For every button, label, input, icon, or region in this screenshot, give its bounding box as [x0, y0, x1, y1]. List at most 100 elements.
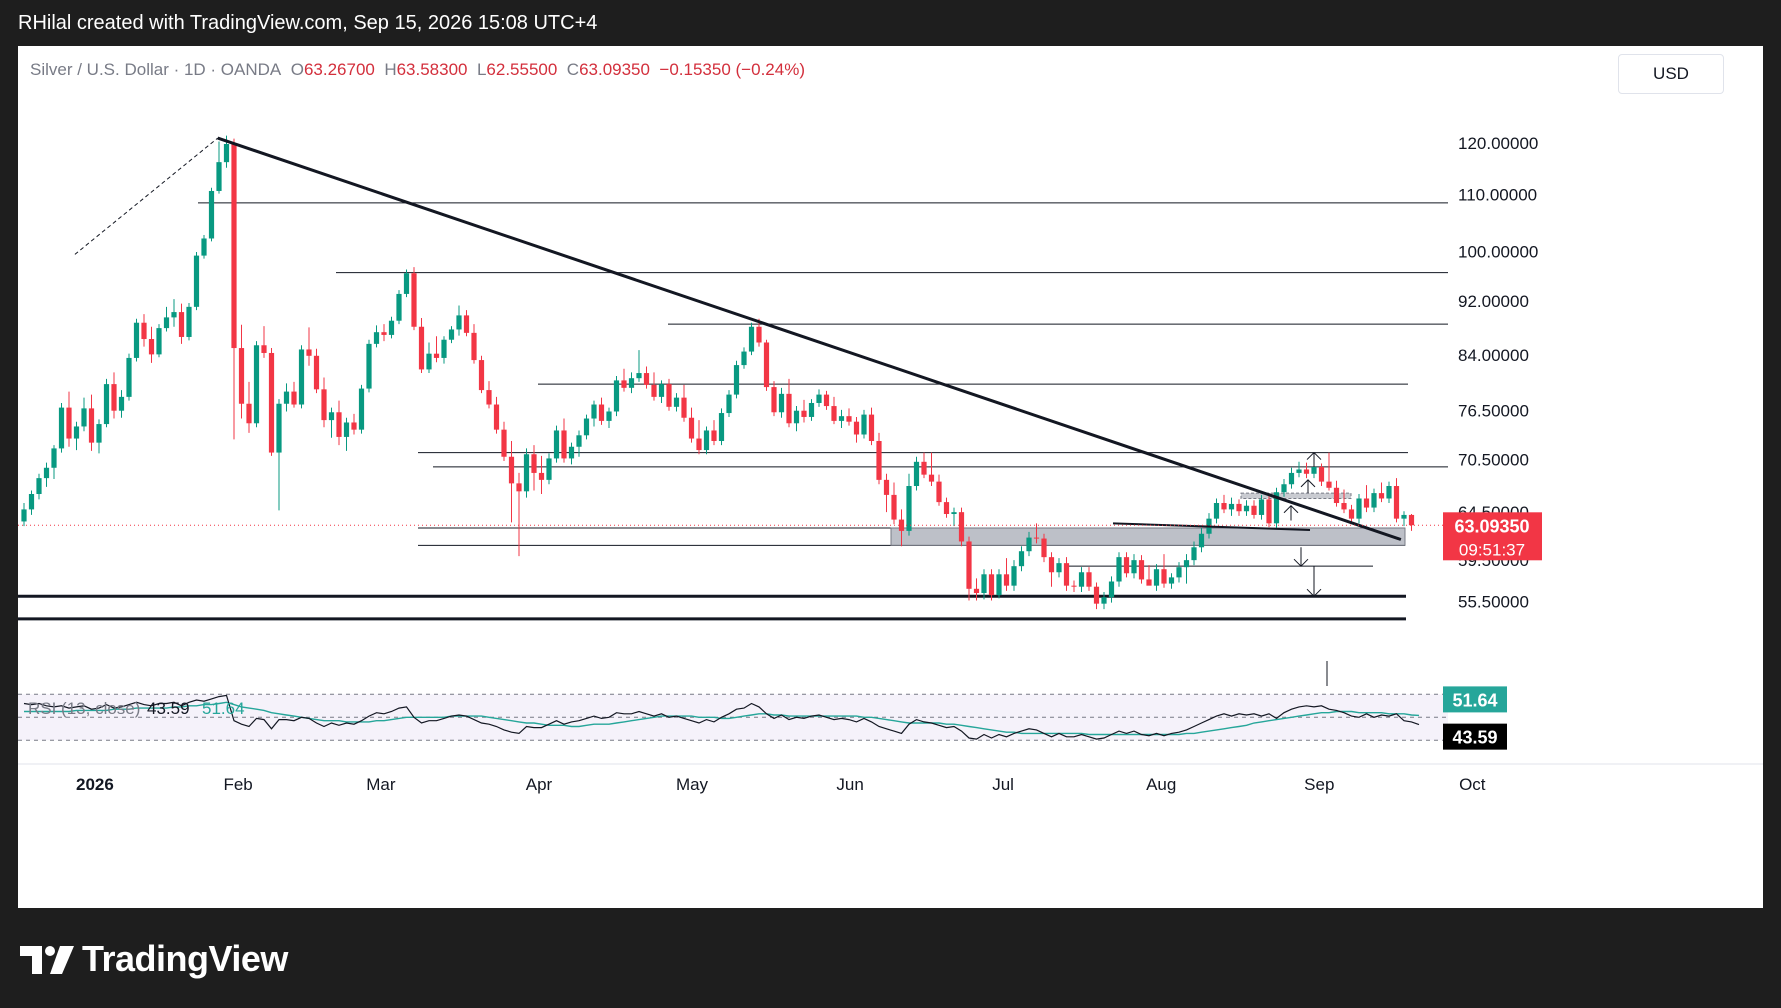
descending-trendline	[217, 136, 1402, 541]
arrow-up-2-head	[1300, 479, 1316, 488]
candle-body	[456, 315, 462, 330]
candle-body	[508, 456, 515, 484]
candle-body	[606, 411, 612, 421]
rsi-ma-badge-box	[1443, 686, 1507, 713]
candle-body	[1093, 586, 1100, 604]
time-tick-label: May	[676, 775, 709, 794]
time-tick-label: Apr	[526, 775, 553, 794]
candle-body	[801, 410, 807, 417]
candle-body	[831, 406, 837, 421]
resistance-zone	[1240, 492, 1352, 499]
candle-body	[336, 412, 342, 437]
axes: 120.00000 110.00000 100.00000 92.00000 84.00…	[18, 134, 1763, 794]
candle-body	[898, 519, 905, 531]
close-value: 63.09350	[579, 60, 650, 79]
candle-body	[1221, 503, 1227, 510]
candle-body	[193, 255, 200, 307]
candle-body	[186, 306, 192, 337]
candle-body	[1056, 563, 1062, 573]
candle-body	[763, 342, 770, 388]
candle-body	[853, 421, 860, 435]
candles[interactable]	[21, 135, 1415, 610]
tradingview-logo-icon	[20, 946, 74, 974]
candle-body	[261, 345, 267, 353]
candle-body	[711, 430, 717, 442]
candle-body	[208, 190, 215, 239]
candle-body	[756, 326, 762, 343]
candle-body	[943, 502, 950, 515]
candle-body	[1116, 557, 1122, 582]
attribution-text: RHilal created with TradingView.com, Sep…	[18, 12, 598, 34]
candle-body	[313, 355, 320, 390]
candle-body	[148, 339, 155, 355]
candle-body	[1168, 577, 1175, 584]
attribution-bar: RHilal created with TradingView.com, Sep…	[0, 0, 1781, 46]
candle-body	[568, 446, 575, 459]
candle-body	[628, 378, 635, 388]
projection-arrows[interactable]	[1283, 451, 1322, 597]
candle-body	[163, 317, 170, 329]
candle-body	[441, 339, 447, 358]
candle-body	[373, 332, 380, 344]
candle-body	[876, 441, 882, 480]
candle-body	[156, 328, 162, 355]
candle-body	[118, 396, 125, 411]
time-tick-label: Sep	[1304, 775, 1334, 794]
candle-body	[703, 430, 710, 451]
candle-body	[1131, 560, 1137, 574]
candle-body	[171, 312, 177, 318]
candle-body	[1341, 503, 1347, 510]
candle-body	[958, 512, 965, 542]
candle-body	[43, 467, 50, 479]
candle-body	[1213, 503, 1220, 519]
currency-button[interactable]: USD	[1618, 54, 1724, 94]
candle-body	[96, 424, 102, 443]
price-tick-label: 110.00000	[1458, 186, 1537, 205]
candle-body	[238, 348, 245, 404]
candle-body	[546, 458, 552, 480]
candle-body	[433, 353, 440, 358]
candle-body	[1273, 492, 1280, 524]
candle-body	[268, 352, 275, 453]
candle-body	[493, 404, 500, 430]
price-tick-label: 55.50000	[1458, 593, 1529, 612]
candle-body	[696, 438, 702, 451]
trendlines[interactable]	[18, 136, 1448, 541]
candle-body	[1198, 533, 1205, 548]
arrow-up-3-head	[1283, 505, 1299, 514]
candle-body	[748, 326, 755, 352]
close-label: C	[566, 60, 580, 79]
candle-body	[741, 351, 747, 366]
candle-body	[523, 454, 530, 492]
symbol-label[interactable]: Silver / U.S. Dollar · 1D · OANDA	[30, 60, 282, 79]
price-tick-label: 84.00000	[1458, 346, 1529, 365]
candle-body	[403, 273, 410, 294]
candle-body	[1386, 486, 1392, 499]
chart-canvas[interactable]: RSI (13, close) 43.59 51.64 51.64 43.59 120.…	[18, 46, 1763, 908]
open-value: 63.26700	[303, 60, 375, 79]
candle-body	[688, 417, 695, 439]
rsi-pane[interactable]: RSI (13, close) 43.59 51.64 51.64 43.59	[18, 686, 1507, 750]
candle-body	[216, 162, 222, 191]
time-tick-label: Oct	[1459, 775, 1486, 794]
horizontal-levels[interactable]	[18, 202, 1448, 621]
candle-body	[253, 345, 260, 424]
candle-body	[1303, 469, 1310, 474]
candle-body	[1326, 481, 1332, 488]
candle-body	[598, 404, 605, 421]
zones[interactable]	[890, 492, 1406, 546]
candle-body	[1281, 484, 1287, 493]
candle-body	[1356, 498, 1362, 519]
support-zone	[890, 527, 1406, 546]
candle-body	[1048, 557, 1055, 573]
candle-body	[1371, 493, 1377, 508]
candle-body	[1063, 563, 1070, 586]
chart-panel[interactable]: RSI (13, close) 43.59 51.64 51.64 43.59 120.…	[18, 46, 1763, 908]
candle-body	[973, 588, 980, 594]
candle-body	[1408, 514, 1415, 526]
candle-body	[1153, 569, 1160, 586]
arrow-down-1-head	[1293, 558, 1309, 567]
brand-name: TradingView	[82, 938, 288, 979]
open-label: O	[290, 60, 304, 79]
candle-body	[666, 384, 672, 407]
